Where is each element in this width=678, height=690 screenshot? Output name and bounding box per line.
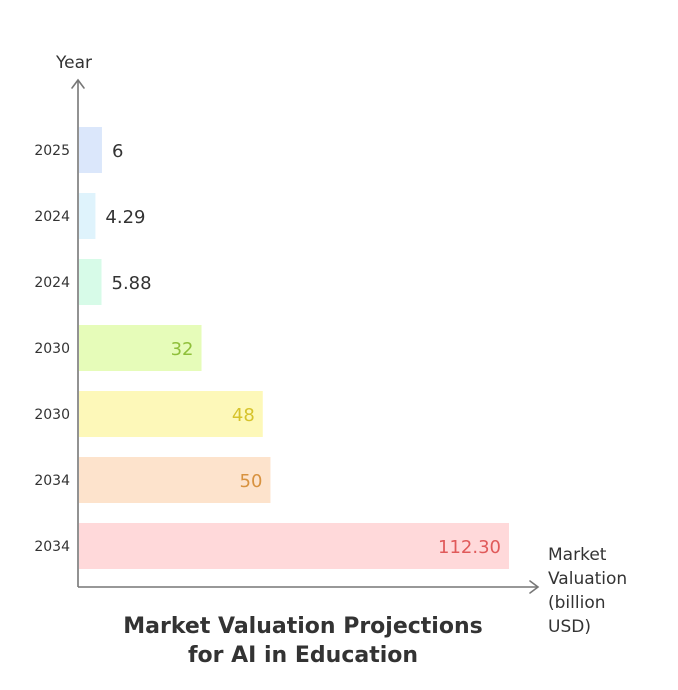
chart-title-line-2: for AI in Education — [187, 643, 419, 668]
x-axis-arrow-icon — [529, 580, 540, 594]
bars-group — [79, 127, 509, 569]
y-tick-label-0: 2025 — [34, 143, 70, 159]
y-tick-label-5: 2034 — [34, 473, 70, 489]
bar-4 — [79, 391, 263, 437]
chart-title-line-1: Market Valuation Projections — [123, 614, 483, 639]
bar-0 — [79, 127, 102, 173]
value-labels: 6 4.29 5.88 32 48 50 112.30 — [105, 141, 501, 558]
bar-6 — [79, 523, 509, 569]
value-label-2: 5.88 — [112, 273, 152, 294]
bar-5 — [79, 457, 271, 503]
value-label-4: 48 — [232, 405, 255, 426]
x-axis-title-line-2: Valuation — [548, 569, 627, 589]
y-tick-label-6: 2034 — [34, 539, 70, 555]
bar-2 — [79, 259, 102, 305]
y-tick-label-3: 2030 — [34, 341, 70, 357]
x-axis-title-line-4: USD) — [548, 617, 591, 637]
y-tick-label-2: 2024 — [34, 275, 70, 291]
value-label-6: 112.30 — [438, 537, 501, 558]
value-label-1: 4.29 — [105, 207, 145, 228]
x-axis-title: Market Valuation (billion USD) — [548, 545, 633, 637]
y-tick-labels: 2025 2024 2024 2030 2030 2034 2034 — [34, 143, 70, 555]
y-tick-label-4: 2030 — [34, 407, 70, 423]
value-label-3: 32 — [171, 339, 194, 360]
bar-3 — [79, 325, 202, 371]
x-axis-title-line-3: (billion — [548, 593, 606, 613]
bar-1 — [79, 193, 96, 239]
y-axis-arrow-icon — [71, 78, 85, 89]
chart-title: Market Valuation Projections for AI in E… — [0, 612, 606, 670]
value-label-5: 50 — [240, 471, 263, 492]
value-label-0: 6 — [112, 141, 123, 162]
x-axis-title-line-1: Market — [548, 545, 607, 565]
y-axis-title: Year — [55, 53, 92, 73]
y-tick-label-1: 2024 — [34, 209, 70, 225]
